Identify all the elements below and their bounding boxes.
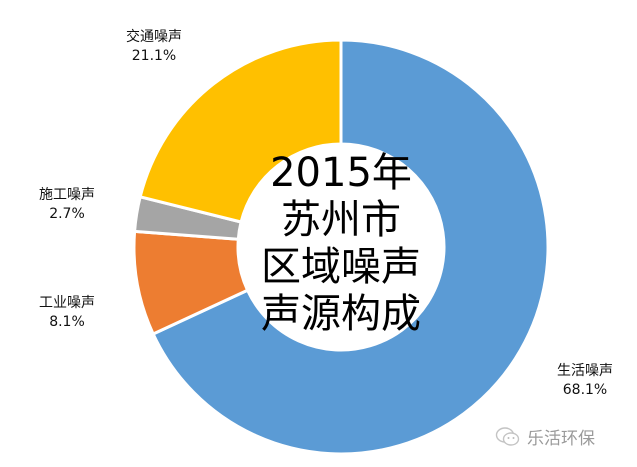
label-value: 68.1% — [562, 382, 608, 398]
slice-0 — [151, 38, 550, 456]
label-value: 2.7% — [49, 206, 85, 222]
data-label-construction: 施工噪声 2.7% — [22, 186, 112, 224]
chart-title: 2015年 苏州市 区域噪声 声源构成 — [241, 150, 441, 338]
data-label-traffic: 交通噪声 21.1% — [104, 28, 204, 66]
title-line: 苏州市 — [281, 197, 401, 243]
data-label-domestic: 生活噪声 68.1% — [540, 362, 630, 400]
label-value: 21.1% — [131, 48, 177, 64]
watermark: 乐活环保 — [495, 424, 595, 449]
label-name: 施工噪声 — [39, 187, 95, 203]
label-name: 交通噪声 — [126, 29, 182, 45]
title-line: 声源构成 — [261, 291, 421, 337]
slice-3 — [138, 38, 343, 224]
wechat-icon — [495, 426, 520, 446]
label-name: 生活噪声 — [557, 363, 613, 379]
label-name: 工业噪声 — [39, 295, 95, 311]
watermark-text: 乐活环保 — [527, 429, 595, 449]
title-line: 2015年 — [270, 150, 412, 196]
title-line: 区域噪声 — [261, 244, 421, 290]
data-label-industrial: 工业噪声 8.1% — [22, 294, 112, 332]
label-value: 8.1% — [49, 314, 85, 330]
